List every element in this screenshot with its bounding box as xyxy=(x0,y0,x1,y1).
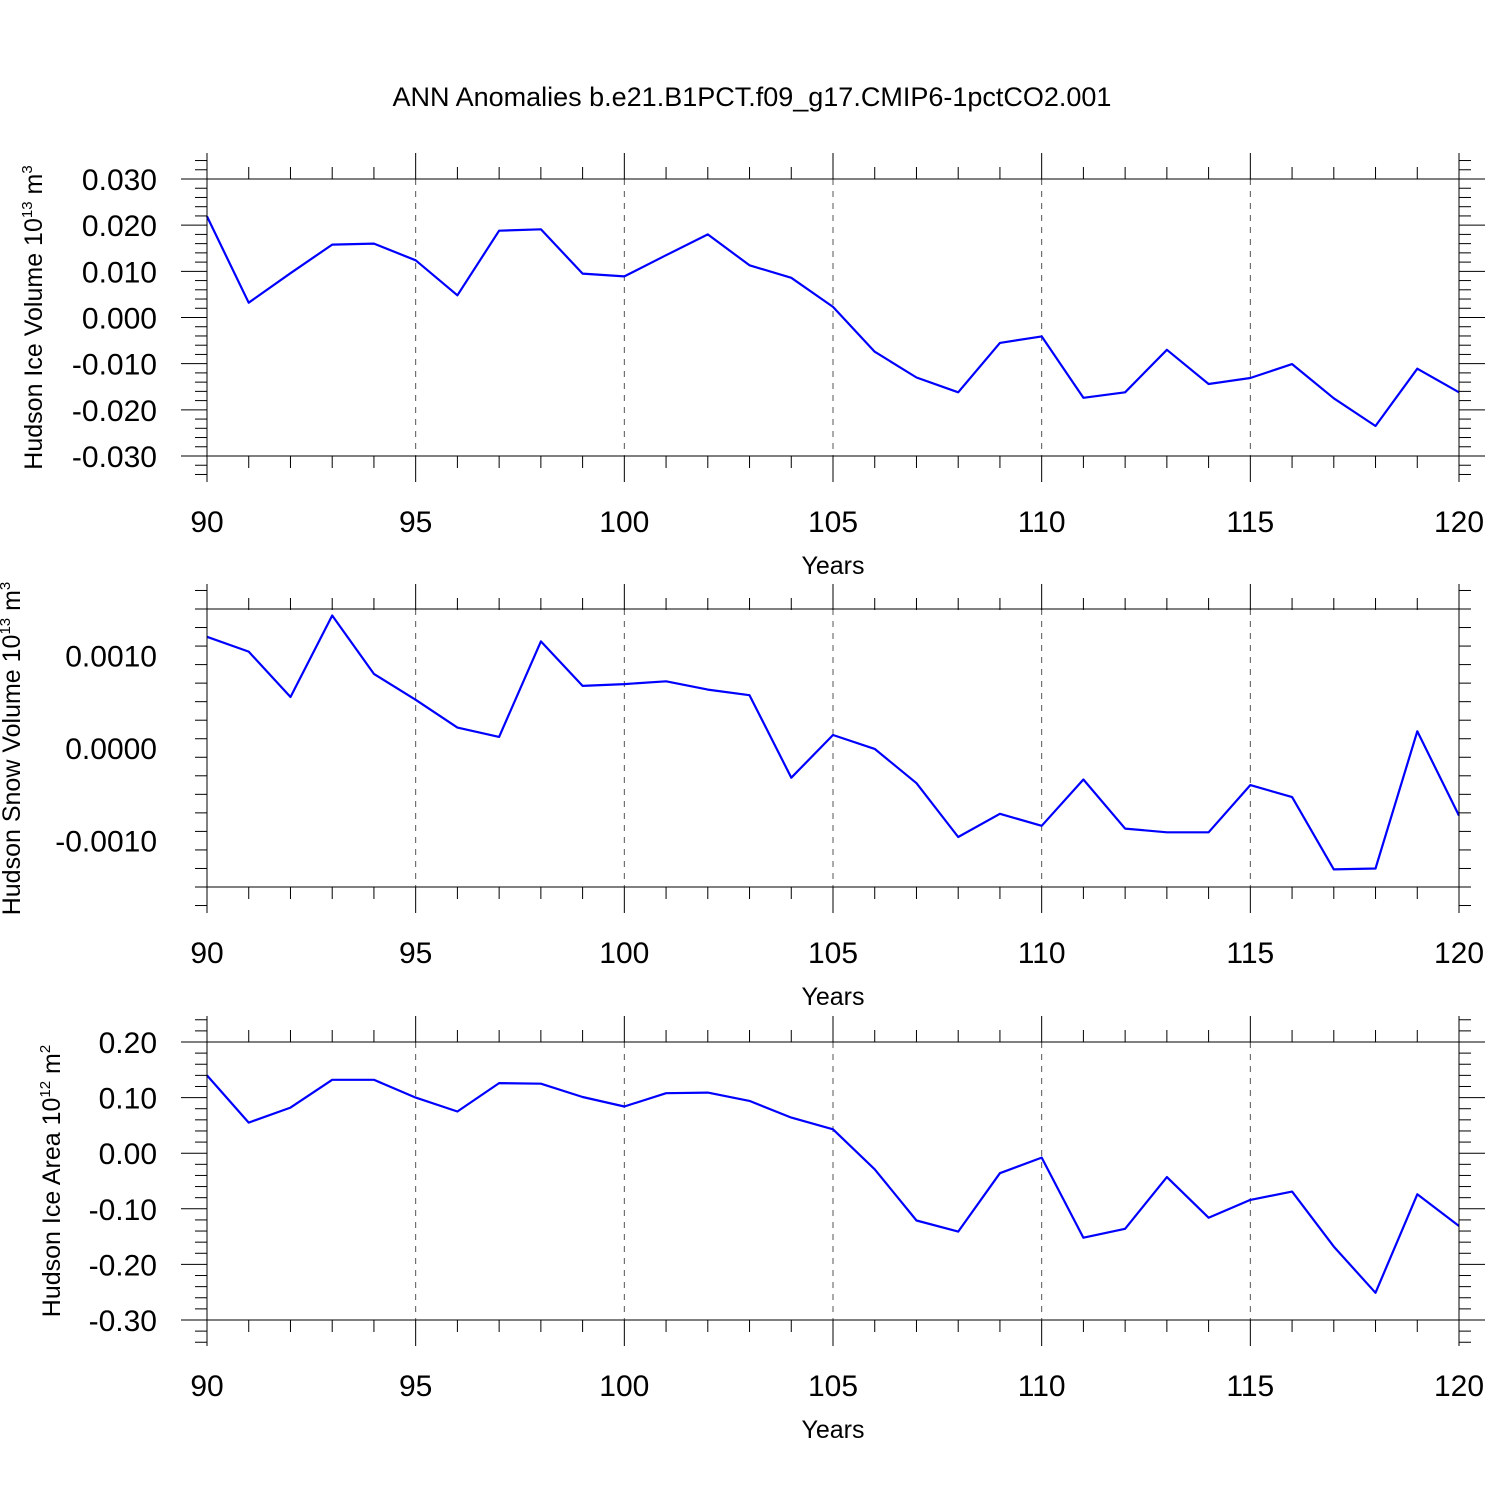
x-axis-label: Years xyxy=(801,1416,864,1444)
y-axis-label-part: Hudson Snow Volume 10 xyxy=(0,635,26,916)
chart-panel-3: 0.20 0.10 0.00 -0.10 -0.20 -0.30 90 95 100 105 110… xyxy=(37,1016,1485,1444)
x-tick-label: 100 xyxy=(599,506,649,539)
x-tick-label: 105 xyxy=(808,937,858,970)
y-tick-label: -0.010 xyxy=(72,349,157,382)
y-axis-label-part: m xyxy=(20,174,48,202)
y-axis-label: Hudson Ice Area 1012 m2 xyxy=(37,1045,66,1317)
x-tick-label: 110 xyxy=(1018,1370,1066,1403)
x-tick-label: 110 xyxy=(1018,937,1066,970)
y-tick-label: 0.030 xyxy=(82,164,157,197)
figure-title: ANN Anomalies b.e21.B1PCT.f09_g17.CMIP6-… xyxy=(393,82,1112,112)
y-axis-label-superscript: 13 xyxy=(0,618,14,635)
y-tick-label: 0.000 xyxy=(82,303,157,336)
y-axis-label-part: Hudson Ice Area 10 xyxy=(38,1098,66,1318)
x-tick-label: 120 xyxy=(1434,1370,1484,1403)
x-tick-label: 120 xyxy=(1434,506,1484,539)
x-tick-label: 105 xyxy=(808,506,858,539)
y-axis-label-superscript: 13 xyxy=(19,201,36,218)
y-axis-label-superscript: 3 xyxy=(19,165,36,173)
series-line xyxy=(206,1074,1460,1294)
chart-panel-1: 0.030 0.020 0.010 0.000 -0.010 -0.020 -0.030 90… xyxy=(19,153,1485,580)
x-axis-label: Years xyxy=(801,983,864,1011)
x-tick-label: 90 xyxy=(190,937,223,970)
x-tick-label: 100 xyxy=(599,1370,649,1403)
y-tick-label: 0.10 xyxy=(99,1083,157,1116)
x-tick-label: 95 xyxy=(399,506,432,539)
y-tick-label: -0.20 xyxy=(89,1249,157,1282)
y-tick-label: 0.20 xyxy=(99,1027,157,1060)
x-tick-label: 120 xyxy=(1434,937,1484,970)
y-axis-label-superscript: 2 xyxy=(37,1045,54,1053)
x-tick-label: 115 xyxy=(1226,506,1274,539)
y-axis-label-part: m xyxy=(38,1053,66,1081)
y-tick-label: 0.020 xyxy=(82,210,157,243)
y-tick-label: 0.00 xyxy=(99,1138,157,1171)
chart-panels: 0.030 0.020 0.010 0.000 -0.010 -0.020 -0.030 90… xyxy=(0,153,1485,1444)
x-tick-label: 95 xyxy=(399,937,432,970)
y-tick-label: -0.30 xyxy=(89,1305,157,1338)
y-axis-label-part: Hudson Ice Volume 10 xyxy=(20,218,48,470)
y-tick-label: -0.0010 xyxy=(55,826,157,859)
y-axis-label-superscript: 12 xyxy=(37,1081,54,1098)
chart-panel-2: 0.0010 0.0000 -0.0010 90 95 100 105 110 115 120 Ye… xyxy=(0,582,1484,1011)
series-line xyxy=(206,614,1460,871)
x-tick-label: 115 xyxy=(1226,937,1274,970)
y-tick-label: -0.020 xyxy=(72,395,157,428)
x-tick-label: 100 xyxy=(599,937,649,970)
y-axis-label: Hudson Snow Volume 1013 m3 xyxy=(0,582,26,916)
x-tick-label: 105 xyxy=(808,1370,858,1403)
series-line xyxy=(206,215,1460,428)
x-tick-label: 90 xyxy=(190,506,223,539)
y-axis-label-superscript: 3 xyxy=(0,582,14,590)
y-axis-label-part: m xyxy=(0,590,26,618)
y-tick-label: -0.030 xyxy=(72,441,157,474)
x-tick-label: 90 xyxy=(190,1370,223,1403)
y-axis-label: Hudson Ice Volume 1013 m3 xyxy=(19,165,48,469)
y-tick-label: 0.0010 xyxy=(65,640,157,673)
y-tick-label: 0.0000 xyxy=(65,733,157,766)
y-tick-label: 0.010 xyxy=(82,256,157,289)
y-tick-label: -0.10 xyxy=(89,1194,157,1227)
x-tick-label: 95 xyxy=(399,1370,432,1403)
x-axis-label: Years xyxy=(801,552,864,580)
x-tick-label: 110 xyxy=(1018,506,1066,539)
x-tick-label: 115 xyxy=(1226,1370,1274,1403)
